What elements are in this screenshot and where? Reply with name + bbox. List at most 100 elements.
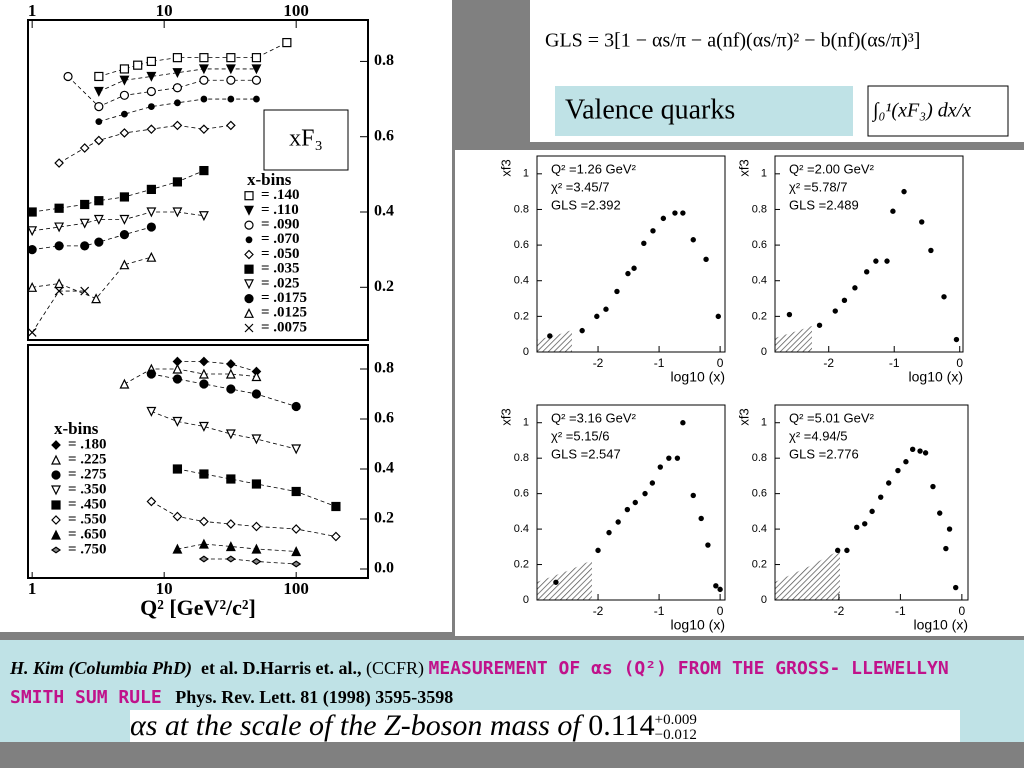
data-point [901,188,907,195]
data-point [119,378,130,389]
legend-entry: = .035 [261,261,300,277]
y-tick-label: 0.2 [514,310,529,322]
data-point [199,165,209,176]
data-point [27,226,38,237]
y-tick-label: 0.4 [374,460,394,477]
integral-box [867,85,1009,137]
data-point [121,110,128,118]
data-point [225,555,236,563]
data-point [606,529,612,536]
data-point [291,486,301,497]
formula: GLS = 3[1 − αs/π − a(nf)(αs/π)² − b(nf)(… [545,30,920,52]
data-point [666,455,672,461]
data-point [93,86,104,97]
data-point [624,506,631,513]
data-point [919,219,925,225]
data-point [226,359,236,369]
data-point [94,101,104,112]
data-point [864,269,870,275]
data-point [198,421,209,432]
y-tick-label: 0.4 [514,523,529,535]
data-point [172,177,183,187]
x-tick-label: 10 [156,579,173,598]
legend-entry: = .110 [261,202,299,218]
valence-box [555,86,853,136]
y-tick-label: 0.0 [374,560,394,577]
data-point [172,120,183,131]
data-point [27,281,38,292]
data-point [172,356,183,367]
plot-frame [774,155,964,353]
data-point [941,294,947,300]
data-point [291,560,302,568]
data-point [225,64,236,75]
data-point [146,207,157,218]
coauthors: et al. D.Harris et. al., [201,658,362,678]
hatch [537,330,572,352]
data-point [331,531,341,542]
data-point [251,53,262,63]
x-tick-label: 100 [283,579,309,598]
series-line [177,361,257,372]
annotation: Q² =5.01 GeV² [789,410,875,425]
data-point [251,64,262,75]
result-value: 0.114 [588,710,655,742]
data-point [282,37,292,48]
data-point [852,285,858,291]
data-point [119,229,130,240]
x-tick-label: -1 [889,356,900,370]
plot-frame [27,344,369,579]
data-point [253,95,260,103]
paper-title: MEASUREMENT OF αs (Q²) FROM THE GROSS- L… [10,658,949,708]
data-point [878,494,884,500]
data-point [226,75,236,85]
data-point [198,368,209,379]
data-point [937,510,943,516]
x-axis-label: log10 (x) [671,369,725,385]
data-point [553,579,559,585]
result-plus: +0.009 [654,712,697,729]
annotation: χ² =4.94/5 [789,428,848,443]
y-tick-label: 0.8 [752,203,767,215]
data-point [816,322,823,328]
data-point [946,526,953,532]
integral: ∫₀¹(xF₃) dx/x [871,100,971,123]
valence-label: Valence quarks [565,94,735,125]
data-point [922,450,929,456]
x-tick-label: -1 [654,604,665,618]
data-point [251,557,262,566]
annotation: GLS =2.392 [551,197,621,212]
data-point [657,464,663,470]
data-point [615,519,621,525]
data-point [251,434,262,445]
data-point [930,483,936,490]
data-point [614,288,620,295]
legend-entry: = .550 [68,511,107,527]
data-point [895,467,901,474]
marker [51,515,61,525]
marker [244,264,254,274]
data-point [94,71,104,82]
result-text: αs at the scale of the Z-boson mass of [130,710,581,742]
data-point [680,420,686,426]
data-point [146,184,156,195]
data-point [146,369,156,379]
data-point [119,64,130,74]
data-point [943,545,949,552]
marker [244,220,254,230]
x-tick-label: 0 [959,604,966,618]
data-point [226,53,236,63]
data-point [146,406,157,417]
data-point [79,143,90,153]
marker [245,236,253,244]
data-point [146,251,157,262]
result-minus: −0.012 [654,727,697,742]
y-tick-label: 0 [761,346,767,358]
data-point [146,71,157,82]
data-point [27,207,37,217]
legend-entry: = .450 [68,496,107,512]
hatch [775,550,840,600]
data-point [226,474,236,484]
data-point [291,444,302,455]
